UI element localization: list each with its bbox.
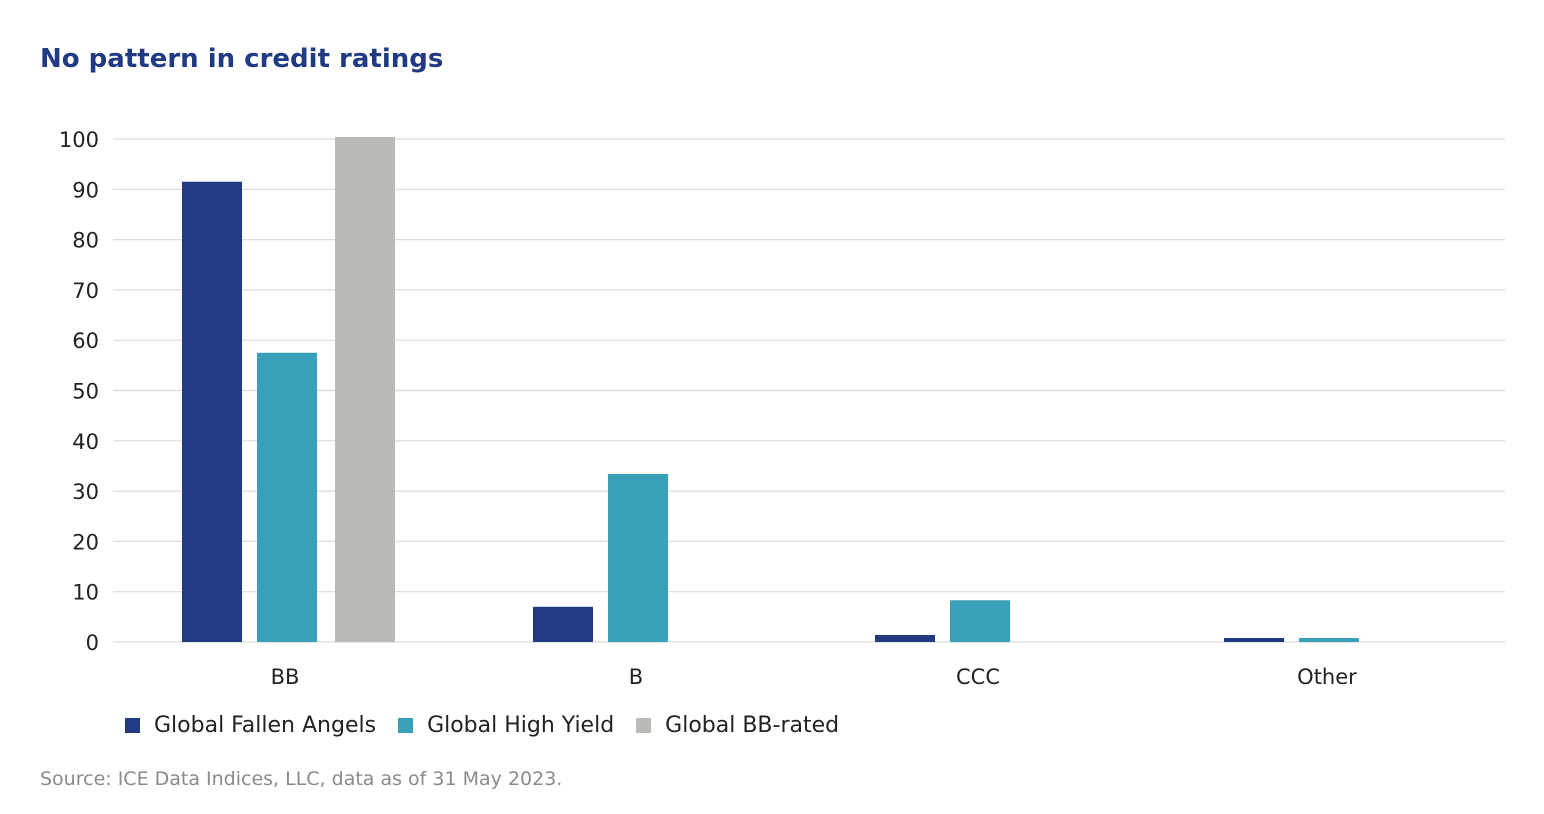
y-tick-label: 50 — [72, 380, 99, 404]
source-note: Source: ICE Data Indices, LLC, data as o… — [40, 768, 563, 790]
chart-title: No pattern in credit ratings — [40, 44, 444, 74]
legend-swatch — [398, 718, 414, 733]
legend-item: Global Fallen Angels — [125, 713, 376, 738]
bar-global-fallen-angels — [875, 634, 935, 642]
y-tick-label: 70 — [72, 279, 99, 303]
bar-global-fallen-angels — [182, 181, 242, 642]
y-tick-label: 30 — [72, 480, 99, 504]
y-tick-label: 0 — [86, 631, 99, 655]
bar-global-high-yield — [950, 600, 1010, 642]
legend-label: Global Fallen Angels — [154, 713, 377, 738]
bar-global-high-yield — [1299, 637, 1359, 642]
bar-global-fallen-angels — [533, 606, 593, 642]
y-tick-label: 10 — [72, 581, 99, 605]
legend-swatch — [125, 718, 140, 733]
y-tick-label: 20 — [72, 530, 99, 554]
y-tick-label: 90 — [72, 178, 99, 202]
y-tick-label: 100 — [59, 128, 99, 152]
legend-label: Global High Yield — [427, 713, 615, 738]
bar-global-fallen-angels — [1224, 637, 1284, 642]
legend-item: Global High Yield — [398, 713, 614, 738]
bar-global-high-yield — [257, 352, 317, 642]
y-tick-label: 80 — [72, 229, 99, 253]
legend-swatch — [636, 718, 652, 733]
x-tick-label: B — [629, 665, 643, 689]
legend: Global Fallen Angels Global High Yield Glo… — [125, 713, 839, 738]
legend-item: Global BB-rated — [636, 713, 839, 738]
bar-global-bb-rated — [335, 136, 395, 642]
legend-label: Global BB-rated — [665, 713, 840, 738]
bar-global-high-yield — [608, 473, 668, 642]
x-tick-label: Other — [1297, 665, 1357, 689]
x-tick-label: CCC — [956, 665, 1000, 689]
x-tick-label: BB — [271, 665, 300, 689]
y-tick-label: 60 — [72, 329, 99, 353]
y-tick-label: 40 — [72, 430, 99, 454]
